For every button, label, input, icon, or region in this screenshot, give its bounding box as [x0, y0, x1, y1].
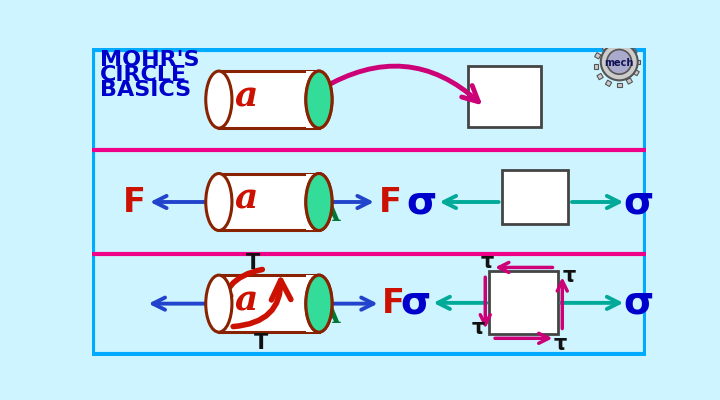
Text: T: T	[246, 253, 261, 273]
Text: τ: τ	[554, 334, 567, 354]
Text: τ: τ	[480, 252, 493, 272]
Bar	[606, 80, 612, 86]
Text: a: a	[234, 182, 258, 216]
Ellipse shape	[306, 174, 332, 230]
Text: BASICS: BASICS	[99, 80, 191, 100]
Circle shape	[600, 43, 638, 80]
Bar	[306, 71, 319, 128]
Bar	[617, 83, 621, 87]
Bar	[601, 44, 608, 50]
Bar	[631, 49, 637, 55]
Text: A: A	[320, 202, 340, 226]
Text: MOHR'S: MOHR'S	[99, 50, 199, 70]
Text: T: T	[254, 333, 269, 353]
Bar	[219, 71, 319, 128]
Text: σ: σ	[624, 183, 654, 221]
Text: mech: mech	[605, 58, 634, 68]
Text: F: F	[122, 186, 145, 218]
FancyBboxPatch shape	[94, 50, 644, 354]
Ellipse shape	[306, 174, 332, 230]
Text: σ: σ	[400, 284, 431, 322]
Bar	[219, 275, 319, 332]
Text: a: a	[234, 284, 258, 318]
Text: τ: τ	[562, 266, 576, 286]
Ellipse shape	[306, 71, 332, 128]
Text: a: a	[234, 80, 258, 114]
Bar	[633, 70, 639, 76]
Text: σ: σ	[624, 284, 654, 322]
Text: CIRCLE: CIRCLE	[99, 65, 186, 85]
Text: τ: τ	[472, 318, 485, 338]
Bar	[636, 60, 640, 64]
Bar	[489, 271, 559, 334]
Ellipse shape	[306, 71, 332, 128]
Text: σ: σ	[406, 183, 436, 221]
Circle shape	[607, 50, 631, 74]
Bar	[503, 170, 568, 224]
Text: A: A	[320, 304, 340, 328]
Text: F: F	[382, 287, 405, 320]
Bar	[595, 53, 601, 59]
Ellipse shape	[206, 275, 232, 332]
Bar	[219, 174, 319, 230]
Bar	[597, 74, 603, 80]
Ellipse shape	[206, 71, 232, 128]
Text: F: F	[379, 186, 402, 218]
Bar	[594, 64, 598, 69]
Ellipse shape	[306, 275, 332, 332]
Bar	[467, 66, 541, 126]
Ellipse shape	[206, 174, 232, 230]
Bar	[306, 174, 319, 230]
Bar	[626, 78, 632, 84]
Bar	[612, 41, 617, 46]
Bar	[306, 275, 319, 332]
Bar	[622, 42, 629, 48]
Ellipse shape	[306, 275, 332, 332]
